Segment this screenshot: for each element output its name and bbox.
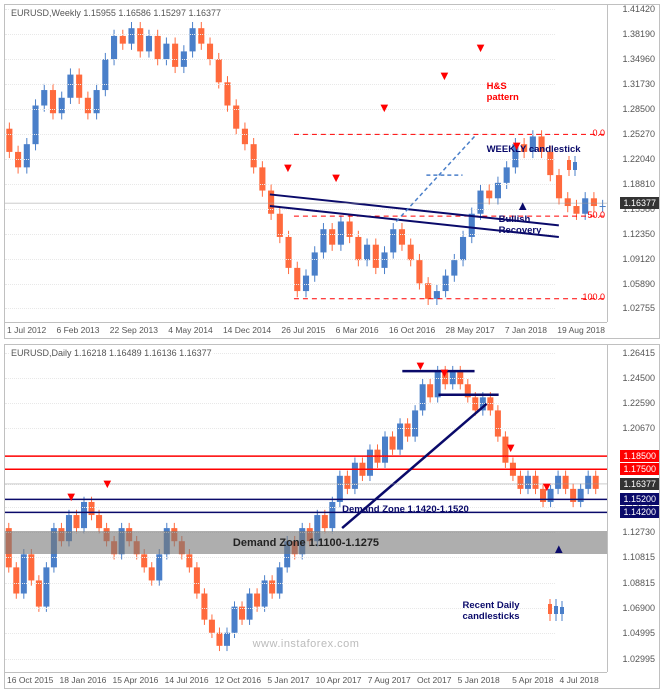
daily-chart-area[interactable]: www.instaforex.com Demand Zone 1.1420-1.… (5, 345, 607, 672)
price-tag: 1.17500 (620, 463, 659, 475)
fib-label: 50.0 (587, 210, 605, 220)
price-tag: 1.15200 (620, 493, 659, 505)
weekly-chart-panel: EURUSD,Weekly 1.15955 1.16586 1.15297 1.… (4, 4, 660, 339)
weekly-time-axis: 1 Jul 20126 Feb 201322 Sep 20134 May 201… (5, 322, 607, 338)
down-arrow-icon: ▼ (474, 40, 487, 55)
down-arrow-icon: ▼ (504, 440, 517, 455)
weekly-chart-area[interactable]: 0.050.0100.0▼▼▼▼▼▼▲H&SpatternWEEKLY cand… (5, 5, 607, 322)
down-arrow-icon: ▼ (282, 160, 295, 175)
up-arrow-icon: ▲ (552, 541, 565, 556)
bullish-recovery-label: BullishRecovery (499, 214, 542, 236)
current-price-tag: 1.16377 (620, 197, 659, 209)
demand-zone-label-1: Demand Zone 1.1420-1.1520 (342, 504, 469, 515)
down-arrow-icon: ▼ (438, 365, 451, 380)
down-arrow-icon: ▼ (540, 479, 553, 494)
mini-candle-icon (565, 154, 579, 181)
price-tag: 1.18500 (620, 450, 659, 462)
down-arrow-icon: ▼ (330, 170, 343, 185)
price-tag: 1.16377 (620, 478, 659, 490)
up-arrow-icon: ▲ (516, 198, 529, 213)
daily-overlay (5, 345, 607, 672)
daily-chart-title: EURUSD,Daily 1.16218 1.16489 1.16136 1.1… (9, 348, 214, 358)
daily-chart-panel: EURUSD,Daily 1.16218 1.16489 1.16136 1.1… (4, 344, 660, 689)
weekly-overlay (5, 5, 607, 322)
down-arrow-icon: ▼ (438, 68, 451, 83)
hs-pattern-label: H&Spattern (487, 81, 519, 103)
down-arrow-icon: ▼ (101, 476, 114, 491)
daily-price-axis: 1.264151.245001.225901.206701.185001.163… (607, 345, 659, 672)
price-tag: 1.14200 (620, 506, 659, 518)
weekly-price-axis: 1.414201.381901.349601.317301.285001.252… (607, 5, 659, 322)
recent-daily-label: Recent Dailycandlesticks (463, 600, 520, 622)
down-arrow-icon: ▼ (414, 358, 427, 373)
down-arrow-icon: ▼ (510, 138, 523, 153)
down-arrow-icon: ▼ (65, 489, 78, 504)
fib-label: 100.0 (582, 292, 605, 302)
fib-label: 0.0 (592, 128, 605, 138)
daily-time-axis: 16 Oct 201518 Jan 201615 Apr 201614 Jul … (5, 672, 607, 688)
weekly-chart-title: EURUSD,Weekly 1.15955 1.16586 1.15297 1.… (9, 8, 223, 18)
down-arrow-icon: ▼ (378, 100, 391, 115)
mini-candle-icon (547, 597, 565, 626)
